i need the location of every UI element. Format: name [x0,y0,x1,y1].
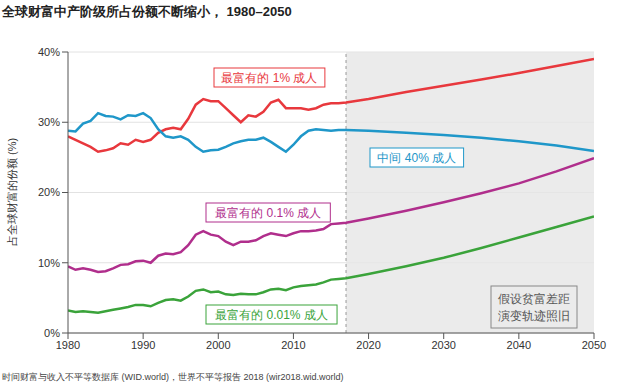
svg-text:最富有的 0.01% 成人: 最富有的 0.01% 成人 [215,308,328,322]
svg-text:1980: 1980 [56,339,80,351]
svg-text:最富有的 0.1% 成人: 最富有的 0.1% 成人 [215,206,321,220]
svg-text:演变轨迹照旧: 演变轨迹照旧 [498,309,570,323]
svg-text:全球财富中产阶级所占份额不断缩小， 1980–2050: 全球财富中产阶级所占份额不断缩小， 1980–2050 [8,4,292,19]
svg-text:1990: 1990 [131,339,155,351]
svg-text:2010: 2010 [281,339,305,351]
svg-text:时间财富与收入不平等数据库 (WID.world)，世界不平: 时间财富与收入不平等数据库 (WID.world)，世界不平等报告 2018 (… [8,372,344,382]
svg-text:30%: 30% [38,116,60,128]
svg-text:2000: 2000 [206,339,230,351]
svg-text:2020: 2020 [356,339,380,351]
svg-text:10%: 10% [38,257,60,269]
svg-text:占全球财富的份额 (%): 占全球财富的份额 (%) [8,138,18,246]
svg-text:假设贫富差距: 假设贫富差距 [498,292,570,306]
svg-text:中间 40% 成人: 中间 40% 成人 [377,151,456,165]
svg-text:2050: 2050 [582,339,606,351]
svg-text:最富有的 1% 成人: 最富有的 1% 成人 [221,71,317,85]
svg-text:0%: 0% [44,327,60,339]
svg-text:2040: 2040 [507,339,531,351]
svg-text:2030: 2030 [431,339,455,351]
svg-text:20%: 20% [38,186,60,198]
svg-text:40%: 40% [38,46,60,58]
